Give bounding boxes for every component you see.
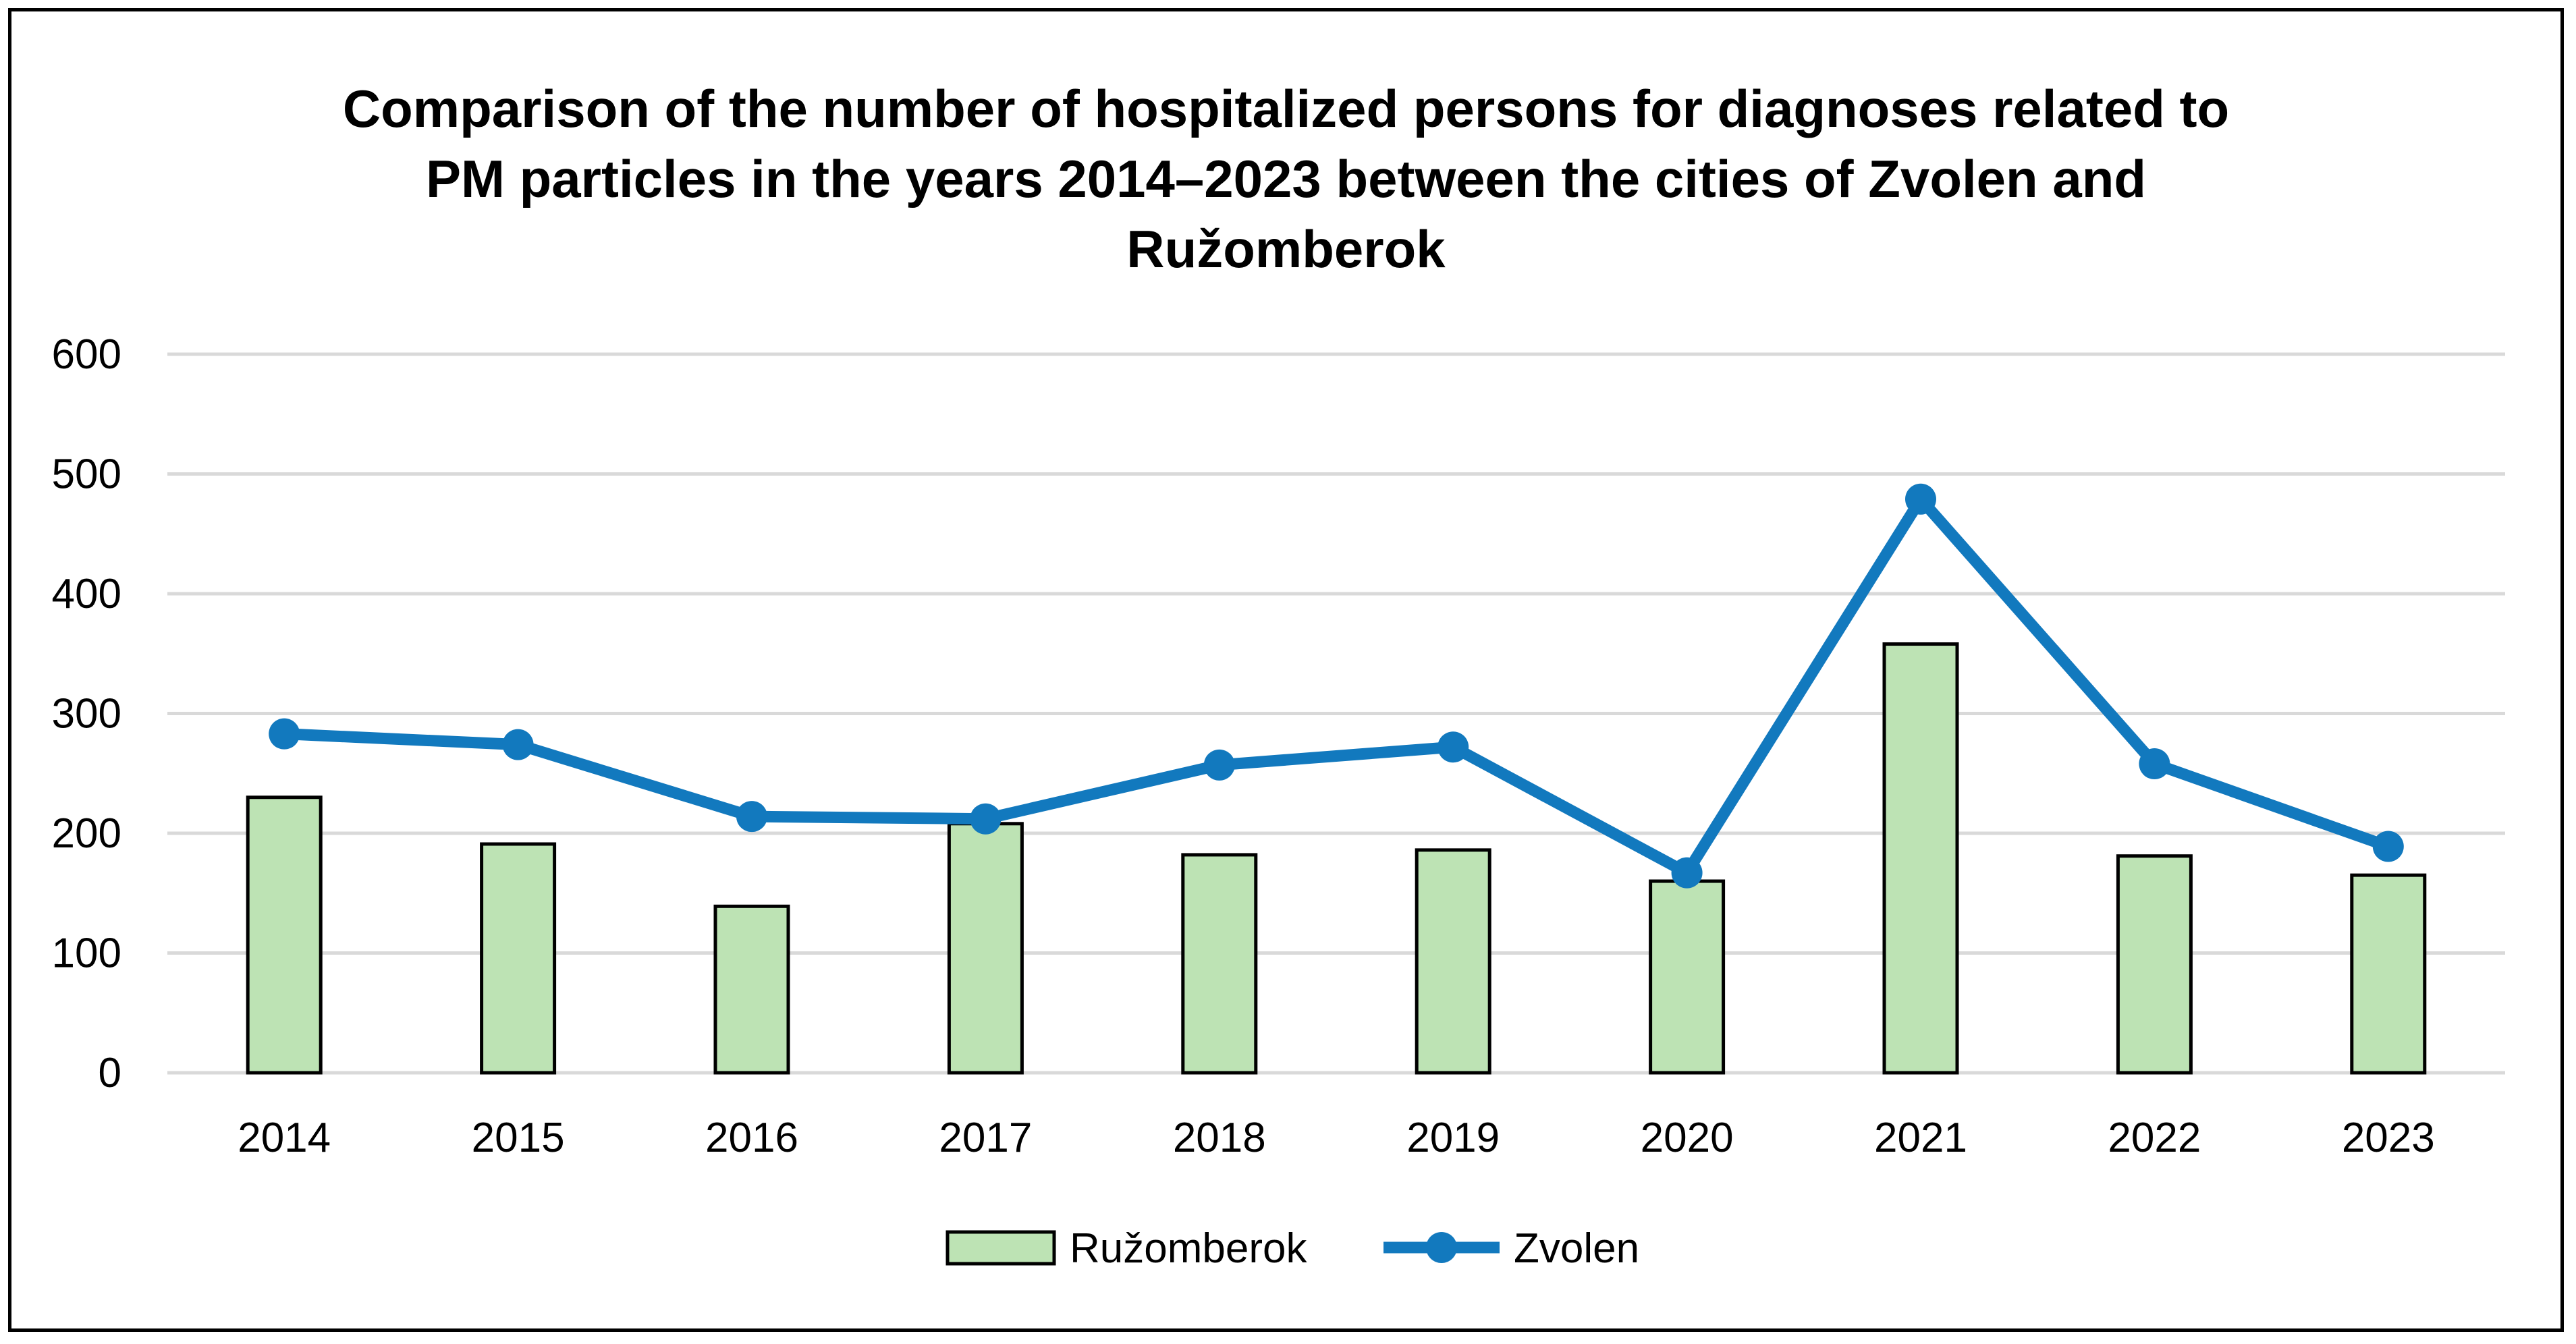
point-zvolen-2017 bbox=[970, 803, 1002, 835]
x-tick-label-2015: 2015 bbox=[472, 1115, 565, 1161]
bar-ruzomberok-2019 bbox=[1415, 848, 1491, 1075]
chart-title-line-2: PM particles in the years 2014–2023 betw… bbox=[425, 149, 2146, 208]
y-tick-label-400: 400 bbox=[52, 571, 121, 617]
bar-ruzomberok-2023 bbox=[2350, 873, 2427, 1075]
y-tick-label-0: 0 bbox=[99, 1050, 121, 1096]
bar-ruzomberok-2020 bbox=[1649, 879, 1726, 1075]
y-tick-label-600: 600 bbox=[52, 331, 121, 378]
x-tick-label-2022: 2022 bbox=[2108, 1115, 2201, 1161]
x-tick-label-2014: 2014 bbox=[238, 1115, 331, 1161]
y-tick-label-100: 100 bbox=[52, 930, 121, 977]
bar-ruzomberok-2022 bbox=[2116, 854, 2193, 1075]
point-zvolen-2023 bbox=[2372, 831, 2404, 862]
bar-ruzomberok-2018 bbox=[1181, 853, 1258, 1075]
x-tick-label-2018: 2018 bbox=[1173, 1115, 1266, 1161]
point-zvolen-2022 bbox=[2139, 748, 2170, 780]
point-zvolen-2015 bbox=[502, 729, 534, 760]
x-tick-label-2021: 2021 bbox=[1874, 1115, 1967, 1161]
gridlines bbox=[167, 352, 2505, 1075]
legend-label-ruzomberok: Ružomberok bbox=[1070, 1225, 1307, 1272]
x-tick-label-2019: 2019 bbox=[1406, 1115, 1500, 1161]
legend: Ružomberok Zvolen bbox=[946, 1225, 1639, 1272]
chart-title-line-1: Comparison of the number of hospitalized… bbox=[342, 79, 2230, 138]
line-series-zvolen bbox=[269, 483, 2404, 889]
x-tick-label-2023: 2023 bbox=[2342, 1115, 2435, 1161]
point-zvolen-2014 bbox=[269, 718, 300, 750]
bar-series-ruzomberok bbox=[246, 642, 2427, 1075]
chart-title: Comparison of the number of hospitalized… bbox=[146, 74, 2426, 284]
chart-title-line-3: Ružomberok bbox=[1126, 219, 1446, 279]
point-zvolen-2020 bbox=[1671, 857, 1703, 889]
x-axis-ticks: 2014 2015 2016 2017 2018 2019 2020 2021 2022 2023 bbox=[238, 1115, 2435, 1161]
bar-ruzomberok-2016 bbox=[713, 904, 790, 1075]
x-tick-label-2020: 2020 bbox=[1641, 1115, 1734, 1161]
y-tick-label-500: 500 bbox=[52, 451, 121, 498]
legend-label-zvolen: Zvolen bbox=[1514, 1225, 1639, 1272]
point-zvolen-2019 bbox=[1437, 731, 1469, 763]
y-tick-label-200: 200 bbox=[52, 810, 121, 857]
line-zvolen bbox=[278, 493, 2394, 879]
legend-marker-zvolen bbox=[1426, 1232, 1457, 1263]
bar-ruzomberok-2014 bbox=[246, 795, 323, 1075]
point-zvolen-2018 bbox=[1203, 749, 1235, 781]
x-tick-label-2016: 2016 bbox=[705, 1115, 798, 1161]
point-zvolen-2021 bbox=[1905, 483, 1936, 515]
legend-swatch-ruzomberok bbox=[946, 1230, 1056, 1266]
bar-ruzomberok-2015 bbox=[480, 842, 557, 1075]
y-axis-ticks: 0 100 200 300 400 500 600 bbox=[52, 331, 121, 1096]
chart-frame: Comparison of the number of hospitalized… bbox=[8, 8, 2564, 1332]
bar-ruzomberok-2017 bbox=[947, 822, 1024, 1075]
y-tick-label-300: 300 bbox=[52, 691, 121, 737]
point-zvolen-2016 bbox=[736, 801, 767, 833]
x-tick-label-2017: 2017 bbox=[939, 1115, 1032, 1161]
bar-ruzomberok-2021 bbox=[1882, 642, 1959, 1075]
